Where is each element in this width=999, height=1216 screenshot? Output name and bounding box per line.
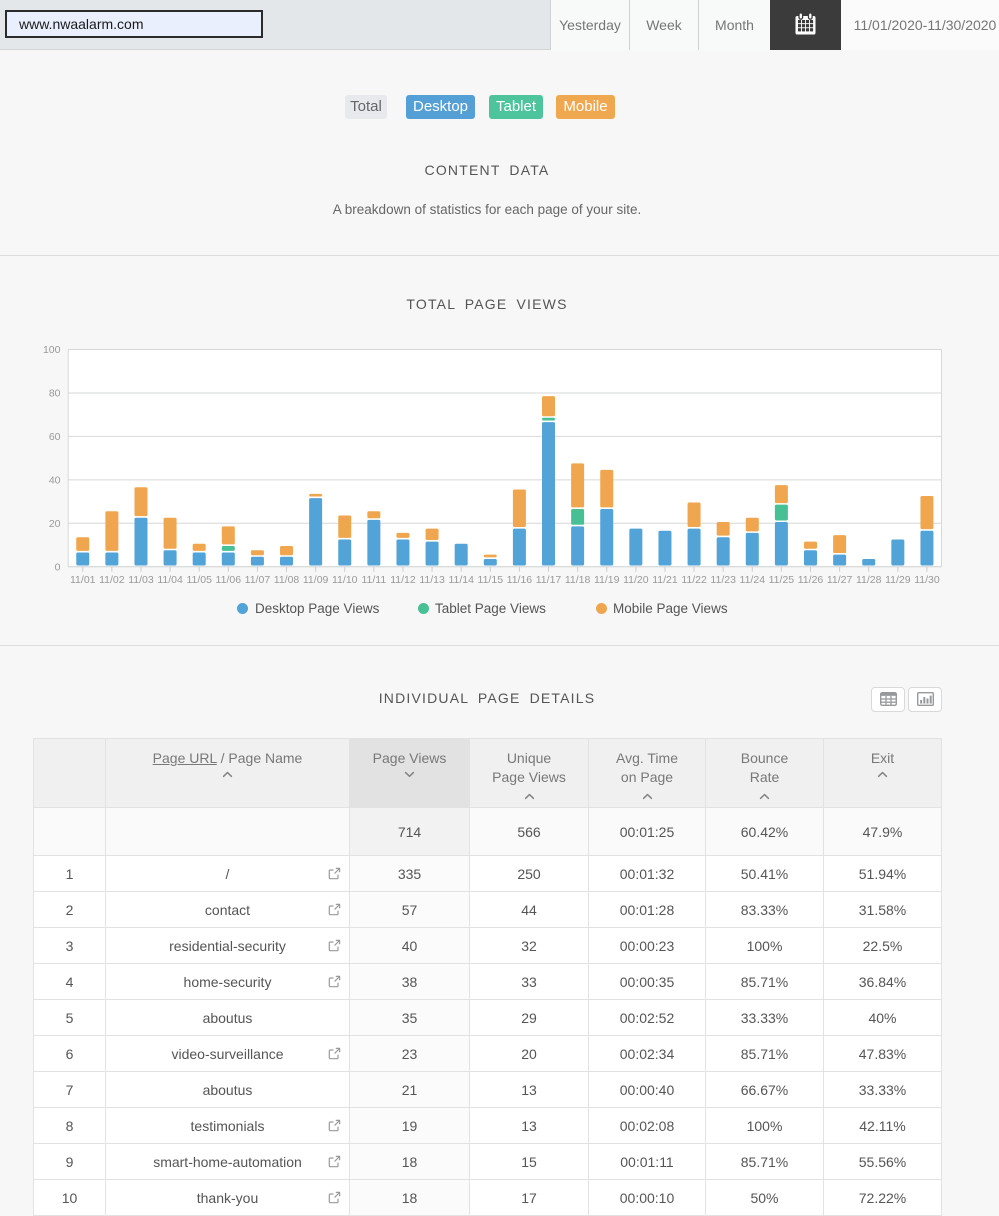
- svg-text:11/13: 11/13: [419, 574, 445, 586]
- svg-text:11/16: 11/16: [507, 574, 533, 586]
- svg-text:11/03: 11/03: [128, 574, 154, 586]
- svg-text:11/05: 11/05: [186, 574, 212, 586]
- svg-text:11/28: 11/28: [856, 574, 882, 586]
- svg-text:11/07: 11/07: [245, 574, 271, 586]
- svg-text:11/10: 11/10: [332, 574, 358, 586]
- svg-text:11/21: 11/21: [652, 574, 678, 586]
- svg-text:20: 20: [49, 518, 61, 530]
- svg-text:11/09: 11/09: [303, 574, 329, 586]
- svg-text:11/18: 11/18: [565, 574, 591, 586]
- svg-text:100: 100: [43, 344, 61, 356]
- svg-text:80: 80: [49, 388, 61, 400]
- svg-text:0: 0: [55, 561, 61, 573]
- svg-text:11/26: 11/26: [798, 574, 824, 586]
- svg-text:11/30: 11/30: [914, 574, 940, 586]
- svg-text:11/04: 11/04: [157, 574, 183, 586]
- svg-text:11/11: 11/11: [361, 574, 386, 586]
- svg-text:11/19: 11/19: [594, 574, 620, 586]
- svg-text:11/24: 11/24: [740, 574, 766, 586]
- svg-text:11/12: 11/12: [390, 574, 416, 586]
- svg-text:11/08: 11/08: [274, 574, 300, 586]
- svg-text:11/25: 11/25: [769, 574, 795, 586]
- svg-text:11/29: 11/29: [885, 574, 911, 586]
- svg-text:11/02: 11/02: [99, 574, 125, 586]
- svg-text:11/27: 11/27: [827, 574, 853, 586]
- svg-text:11/15: 11/15: [478, 574, 504, 586]
- svg-text:11/17: 11/17: [536, 574, 562, 586]
- svg-text:11/20: 11/20: [623, 574, 649, 586]
- svg-text:60: 60: [49, 431, 61, 443]
- svg-text:11/14: 11/14: [448, 574, 474, 586]
- svg-text:11/06: 11/06: [216, 574, 242, 586]
- svg-text:11/22: 11/22: [681, 574, 707, 586]
- svg-text:40: 40: [49, 474, 61, 486]
- svg-text:11/23: 11/23: [710, 574, 736, 586]
- svg-text:11/01: 11/01: [70, 574, 96, 586]
